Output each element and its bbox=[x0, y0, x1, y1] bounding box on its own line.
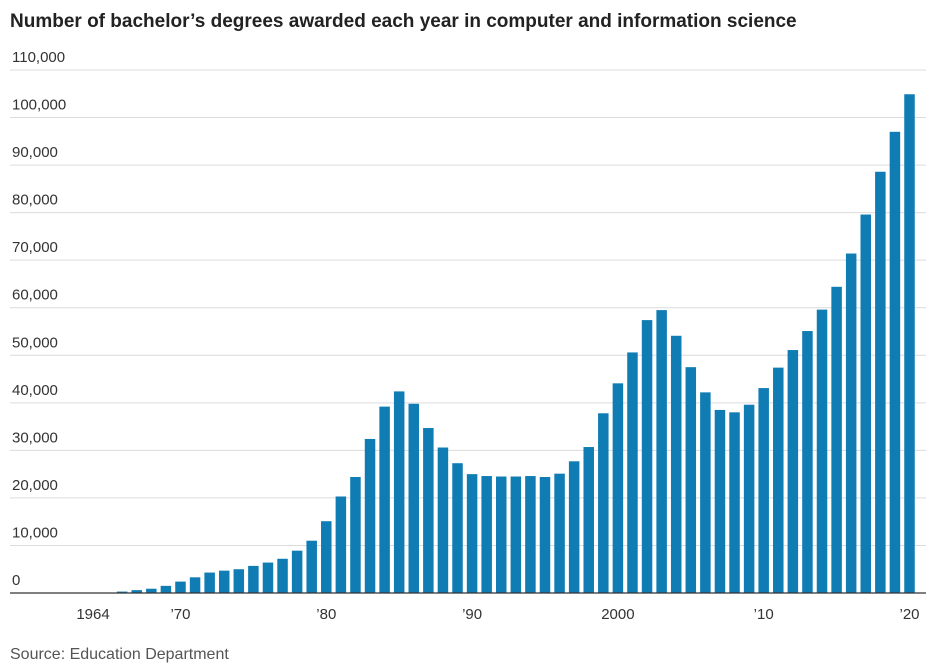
bar bbox=[116, 591, 128, 593]
y-tick-label: 10,000 bbox=[12, 524, 58, 541]
bar bbox=[714, 409, 726, 593]
bar bbox=[218, 570, 230, 593]
bar bbox=[393, 391, 405, 593]
bar bbox=[641, 320, 653, 593]
y-tick-label: 80,000 bbox=[12, 192, 58, 209]
bar bbox=[262, 562, 274, 593]
x-tick-label: 2000 bbox=[601, 606, 634, 623]
bar bbox=[539, 476, 551, 593]
bar bbox=[627, 352, 638, 593]
bar bbox=[845, 253, 857, 593]
bar bbox=[364, 438, 376, 593]
bar bbox=[131, 590, 142, 593]
bar bbox=[452, 463, 463, 593]
bar bbox=[481, 476, 492, 593]
bar bbox=[816, 309, 828, 593]
x-tick-label: ’20 bbox=[899, 606, 919, 623]
bar bbox=[350, 476, 361, 593]
bar bbox=[583, 447, 594, 593]
bar bbox=[787, 350, 799, 593]
bar bbox=[306, 540, 317, 593]
bar bbox=[423, 428, 434, 593]
y-tick-label: 20,000 bbox=[12, 477, 58, 494]
bar bbox=[729, 412, 740, 593]
y-tick-label: 0 bbox=[12, 572, 20, 589]
bar bbox=[773, 367, 784, 593]
y-tick-label: 70,000 bbox=[12, 239, 58, 256]
y-tick-label: 30,000 bbox=[12, 429, 58, 446]
bar bbox=[175, 581, 186, 593]
bar bbox=[496, 476, 507, 593]
bar bbox=[598, 413, 609, 593]
bar bbox=[568, 461, 580, 593]
x-tick-label: ’10 bbox=[754, 606, 774, 623]
x-tick-label: ’90 bbox=[462, 606, 482, 623]
y-tick-label: 60,000 bbox=[12, 287, 58, 304]
bar bbox=[248, 565, 259, 593]
bar bbox=[277, 558, 288, 593]
bar bbox=[525, 476, 536, 593]
bar bbox=[758, 388, 769, 593]
bar bbox=[685, 367, 697, 593]
y-tick-label: 100,000 bbox=[12, 97, 66, 114]
bar bbox=[612, 383, 624, 593]
bar bbox=[189, 577, 201, 593]
bar bbox=[802, 331, 813, 593]
y-tick-label: 50,000 bbox=[12, 334, 58, 351]
bar bbox=[379, 406, 390, 593]
bar bbox=[670, 335, 682, 593]
bar bbox=[904, 94, 915, 594]
source: Source: Education Department bbox=[10, 646, 229, 663]
bar bbox=[889, 131, 901, 594]
bar bbox=[466, 474, 478, 593]
bar bbox=[860, 214, 872, 593]
bar bbox=[831, 286, 842, 593]
y-tick-label: 90,000 bbox=[12, 144, 58, 161]
y-tick-label: 40,000 bbox=[12, 382, 58, 399]
bar bbox=[321, 521, 332, 593]
bar bbox=[656, 310, 667, 593]
bar bbox=[408, 403, 420, 593]
chart-title: Number of bachelor’s degrees awarded eac… bbox=[10, 11, 797, 32]
bar bbox=[291, 550, 303, 593]
bar bbox=[875, 171, 886, 594]
bar bbox=[233, 569, 245, 593]
bar bbox=[554, 473, 565, 593]
bar bbox=[510, 476, 522, 593]
x-tick-label: ’70 bbox=[170, 606, 190, 623]
x-tick-label: ’80 bbox=[316, 606, 336, 623]
x-tick-label: 1964 bbox=[76, 606, 109, 623]
bar bbox=[743, 404, 755, 593]
bar bbox=[160, 585, 172, 593]
y-tick-label: 110,000 bbox=[12, 49, 65, 66]
bar bbox=[700, 392, 711, 593]
bar bbox=[335, 496, 347, 593]
bar bbox=[146, 588, 157, 593]
bar bbox=[437, 447, 449, 593]
bar bbox=[204, 572, 215, 593]
